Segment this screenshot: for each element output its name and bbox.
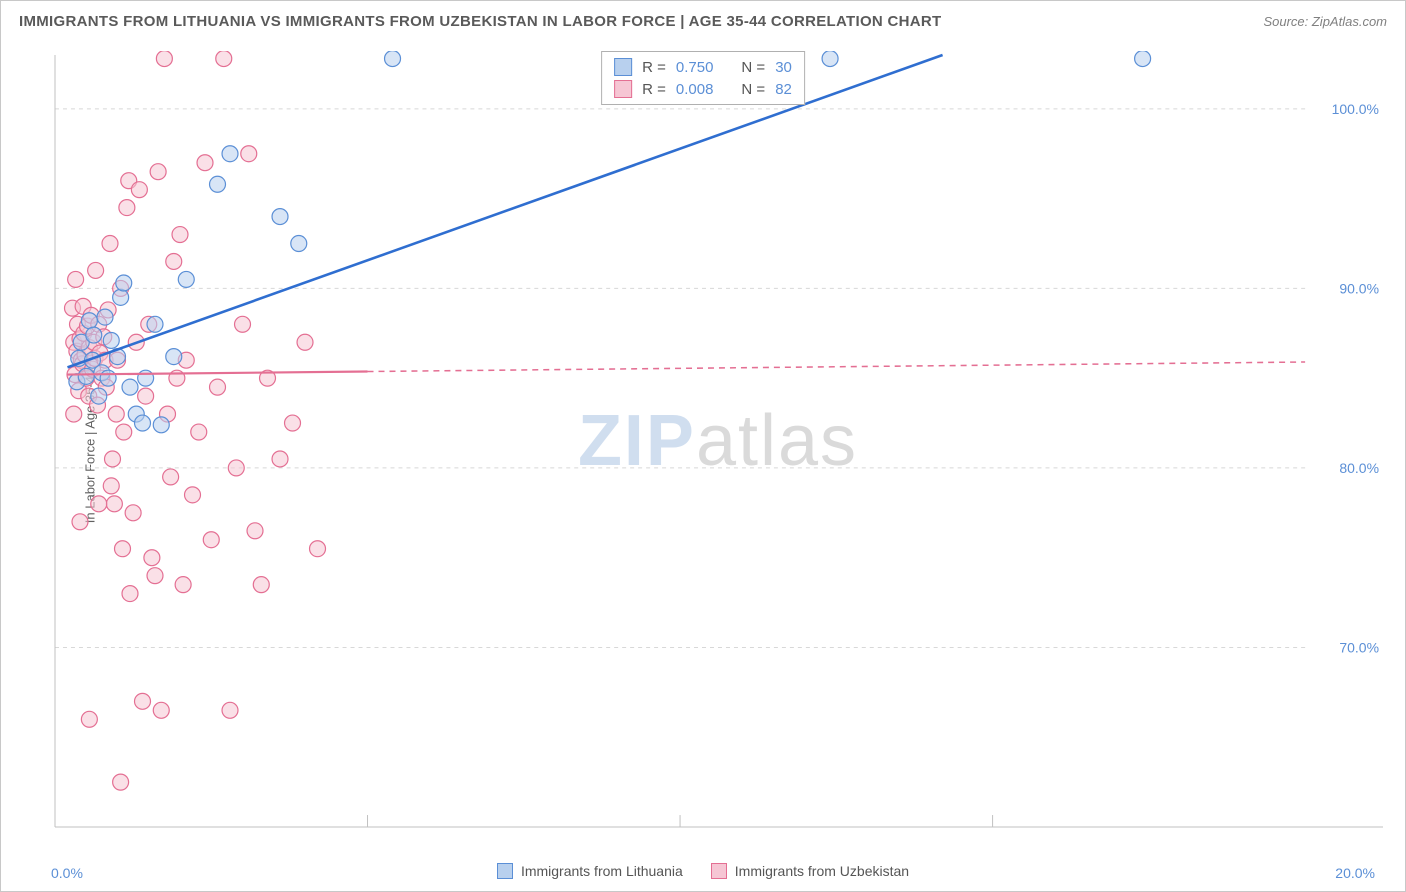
n-label: N =	[741, 59, 765, 76]
scatter-plot-svg: 70.0% 80.0% 90.0% 100.0%	[51, 51, 1385, 831]
title-bar: IMMIGRANTS FROM LITHUANIA VS IMMIGRANTS …	[1, 1, 1405, 41]
chart-container: IMMIGRANTS FROM LITHUANIA VS IMMIGRANTS …	[0, 0, 1406, 892]
svg-text:90.0%: 90.0%	[1339, 280, 1379, 296]
n-label: N =	[741, 81, 765, 98]
svg-text:70.0%: 70.0%	[1339, 639, 1379, 655]
legend-item-lithuania: Immigrants from Lithuania	[497, 863, 683, 879]
legend-item-uzbekistan: Immigrants from Uzbekistan	[711, 863, 909, 879]
stats-row-uzbekistan: R = 0.008 N = 82	[614, 78, 792, 100]
svg-text:100.0%: 100.0%	[1332, 101, 1379, 117]
legend-swatch-lithuania	[497, 863, 513, 879]
correlation-stats-box: R = 0.750 N = 30 R = 0.008 N = 82	[601, 51, 805, 105]
bottom-legend: 0.0% Immigrants from Lithuania Immigrant…	[1, 851, 1405, 891]
r-label: R =	[642, 81, 666, 98]
source-label: Source: ZipAtlas.com	[1263, 14, 1387, 29]
legend-label-uzbekistan: Immigrants from Uzbekistan	[735, 863, 909, 879]
legend-label-lithuania: Immigrants from Lithuania	[521, 863, 683, 879]
x-tick-min: 0.0%	[51, 865, 83, 881]
svg-text:80.0%: 80.0%	[1339, 460, 1379, 476]
n-value: 82	[775, 81, 792, 98]
stats-swatch-uzbekistan	[614, 80, 632, 98]
chart-title: IMMIGRANTS FROM LITHUANIA VS IMMIGRANTS …	[19, 13, 942, 30]
r-value: 0.750	[676, 59, 714, 76]
stats-swatch-lithuania	[614, 58, 632, 76]
r-value: 0.008	[676, 81, 714, 98]
legend-swatch-uzbekistan	[711, 863, 727, 879]
r-label: R =	[642, 59, 666, 76]
n-value: 30	[775, 59, 792, 76]
plot-area: 70.0%80.0%90.0%100.0% ZIPatlas	[51, 51, 1385, 831]
x-tick-max: 20.0%	[1335, 865, 1375, 881]
stats-row-lithuania: R = 0.750 N = 30	[614, 56, 792, 78]
